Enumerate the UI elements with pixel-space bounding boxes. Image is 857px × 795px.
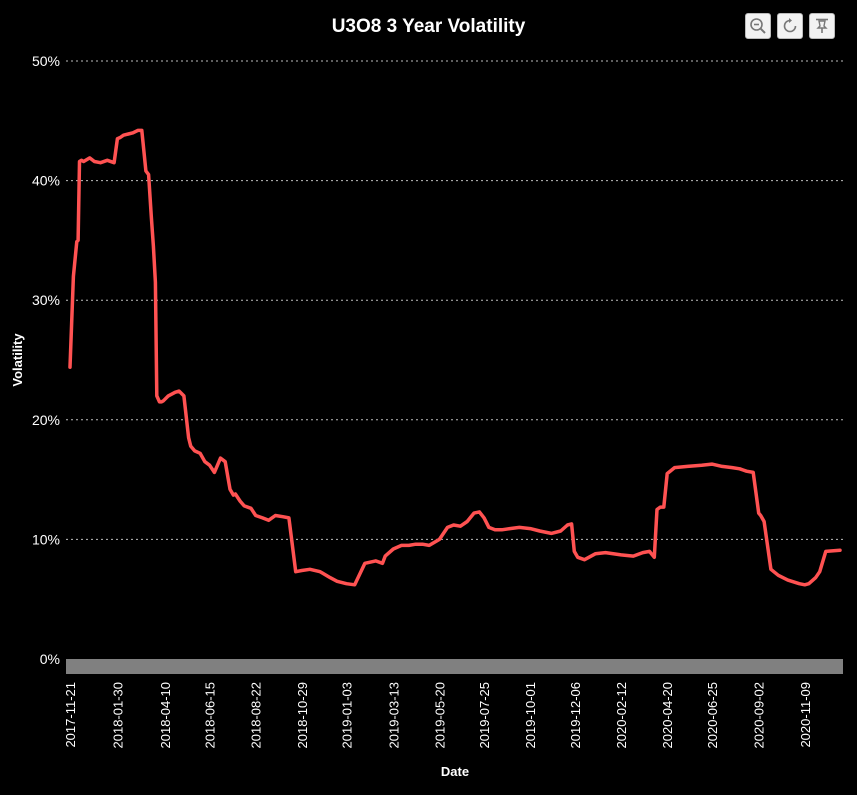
x-tick-label: 2019-01-03 [340, 682, 355, 749]
y-tick-label: 0% [40, 651, 60, 667]
chart-title: U3O8 3 Year Volatility [331, 16, 526, 37]
chart-toolbar [745, 13, 835, 39]
y-axis-label: Volatility [10, 333, 25, 387]
x-tick-label: 2020-09-02 [752, 682, 767, 749]
x-tick-label: 2019-12-06 [568, 682, 583, 749]
x-axis-band [66, 659, 843, 674]
x-tick-label: 2018-10-29 [295, 682, 310, 749]
x-tick-label: 2020-02-12 [614, 682, 629, 749]
y-tick-label: 30% [32, 292, 60, 308]
x-tick-label: 2019-03-13 [386, 682, 401, 749]
x-tick-label: 2018-01-30 [110, 682, 125, 749]
reset-icon[interactable] [777, 13, 803, 39]
x-axis-label: Date [441, 764, 469, 779]
x-tick-label: 2020-06-25 [705, 682, 720, 749]
x-tick-label: 2020-04-20 [660, 682, 675, 749]
series-line [68, 128, 842, 587]
pin-icon[interactable] [809, 13, 835, 39]
x-tick-label: 2018-08-22 [249, 682, 264, 749]
y-tick-labels: 0% 10% 20% 30% 40% 50% [32, 53, 60, 667]
x-tick-label: 2020-11-09 [798, 682, 813, 748]
y-tick-label: 50% [32, 53, 60, 69]
x-tick-label: 2017-11-21 [63, 682, 78, 748]
y-tick-label: 40% [32, 173, 60, 189]
x-tick-label: 2018-06-15 [203, 682, 218, 749]
x-tick-label: 2018-04-10 [158, 682, 173, 749]
y-tick-label: 20% [32, 412, 60, 428]
y-tick-label: 10% [32, 531, 60, 547]
series-layer [68, 128, 842, 587]
x-tick-labels: 2017-11-21 2018-01-30 2018-04-10 2018-06-15… [63, 682, 813, 749]
x-tick-label: 2019-05-20 [432, 682, 447, 749]
x-tick-label: 2019-07-25 [477, 682, 492, 749]
zoom-icon[interactable] [745, 13, 771, 39]
x-tick-label: 2019-10-01 [523, 682, 538, 749]
